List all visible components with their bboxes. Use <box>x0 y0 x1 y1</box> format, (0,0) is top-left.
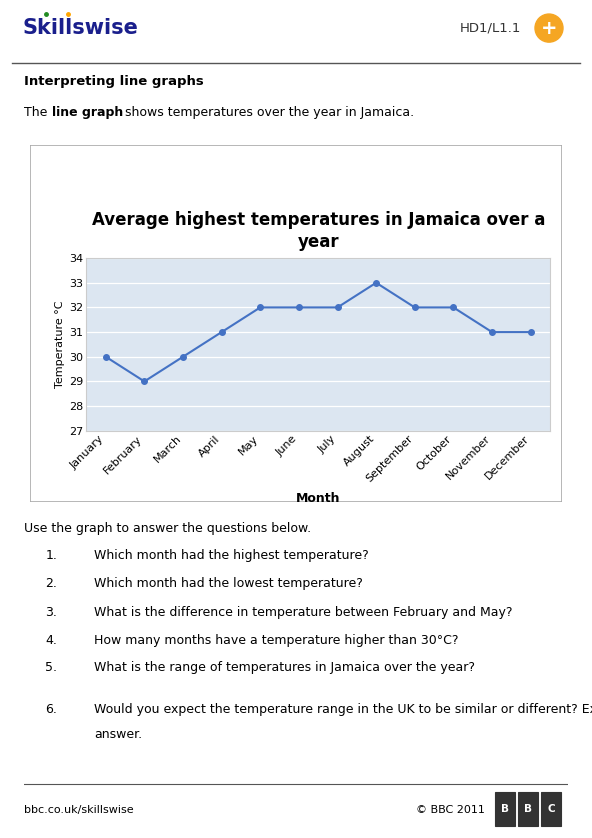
Text: line graph: line graph <box>52 106 123 119</box>
Y-axis label: Temperature °C: Temperature °C <box>55 301 65 388</box>
Text: B: B <box>524 804 532 814</box>
Text: +: + <box>540 18 557 38</box>
Text: 3.: 3. <box>46 607 57 619</box>
Text: How many months have a temperature higher than 30°C?: How many months have a temperature highe… <box>95 634 459 647</box>
Text: Which month had the lowest temperature?: Which month had the lowest temperature? <box>95 577 363 590</box>
Text: 5.: 5. <box>46 661 57 674</box>
Text: Use the graph to answer the questions below.: Use the graph to answer the questions be… <box>24 522 311 535</box>
FancyBboxPatch shape <box>540 792 561 826</box>
Text: 6.: 6. <box>46 703 57 716</box>
Text: C: C <box>547 804 555 814</box>
Text: HD1/L1.1: HD1/L1.1 <box>460 22 522 34</box>
Text: What is the range of temperatures in Jamaica over the year?: What is the range of temperatures in Jam… <box>95 661 475 674</box>
Text: What is the difference in temperature between February and May?: What is the difference in temperature be… <box>95 607 513 619</box>
X-axis label: Month: Month <box>296 493 340 505</box>
Text: Would you expect the temperature range in the UK to be similar or different? Exp: Would you expect the temperature range i… <box>95 703 592 716</box>
Text: bbc.co.uk/skillswise: bbc.co.uk/skillswise <box>24 805 133 815</box>
Text: 1.: 1. <box>46 549 57 562</box>
Text: shows temperatures over the year in Jamaica.: shows temperatures over the year in Jama… <box>121 106 414 119</box>
FancyBboxPatch shape <box>30 145 562 502</box>
Circle shape <box>535 14 563 42</box>
Text: answer.: answer. <box>95 728 143 741</box>
FancyBboxPatch shape <box>495 792 516 826</box>
Text: 2.: 2. <box>46 577 57 590</box>
Text: Which month had the highest temperature?: Which month had the highest temperature? <box>95 549 369 562</box>
Text: 4.: 4. <box>46 634 57 647</box>
Text: Interpreting line graphs: Interpreting line graphs <box>24 75 204 88</box>
Text: The: The <box>24 106 51 119</box>
Text: B: B <box>501 804 509 814</box>
Text: Skillswise: Skillswise <box>22 18 138 38</box>
Title: Average highest temperatures in Jamaica over a
year: Average highest temperatures in Jamaica … <box>92 211 545 251</box>
FancyBboxPatch shape <box>517 792 538 826</box>
Text: © BBC 2011: © BBC 2011 <box>416 805 485 815</box>
